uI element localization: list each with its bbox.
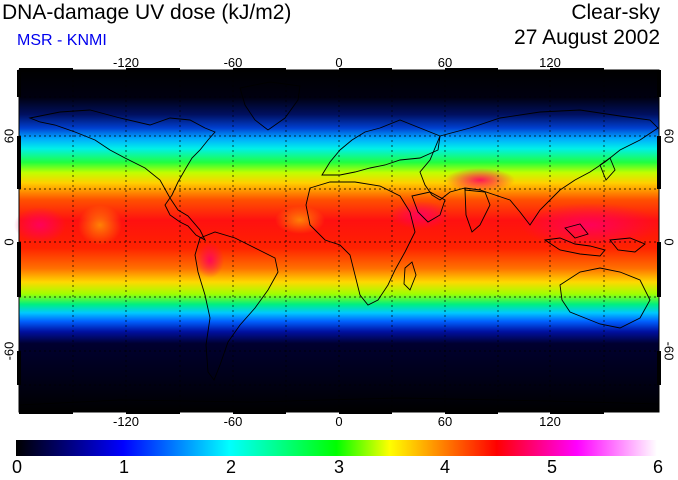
source-label: MSR - KNMI	[17, 32, 107, 49]
date-label: 27 August 2002	[514, 26, 660, 49]
colorbar-label: 5	[546, 457, 558, 477]
uv-field	[14, 70, 660, 412]
lon-tick-bottom: 0	[335, 414, 343, 429]
map-frame	[17, 68, 661, 414]
colorbar-label: 1	[118, 457, 130, 477]
sky-condition-label: Clear-sky	[571, 1, 660, 24]
graticule	[19, 70, 659, 412]
lon-tick-top: 0	[335, 55, 343, 70]
colorbar-label: 6	[652, 457, 664, 477]
lon-tick-top: 60	[437, 55, 453, 70]
colorbar-label: 0	[11, 457, 23, 477]
lon-tick-bottom: 120	[539, 414, 561, 429]
colorbar-label: 3	[333, 457, 345, 477]
colorbar	[16, 440, 657, 456]
lon-tick-top: -120	[112, 55, 140, 70]
lon-tick-bottom: -60	[223, 414, 243, 429]
lon-tick-bottom: -120	[112, 414, 140, 429]
lon-tick-top: -60	[223, 55, 243, 70]
map-title: DNA-damage UV dose (kJ/m2)	[2, 1, 292, 24]
colorbar-label: 4	[439, 457, 451, 477]
lon-tick-top: 120	[539, 55, 561, 70]
colorbar-label: 2	[225, 457, 237, 477]
lon-tick-bottom: 60	[437, 414, 453, 429]
